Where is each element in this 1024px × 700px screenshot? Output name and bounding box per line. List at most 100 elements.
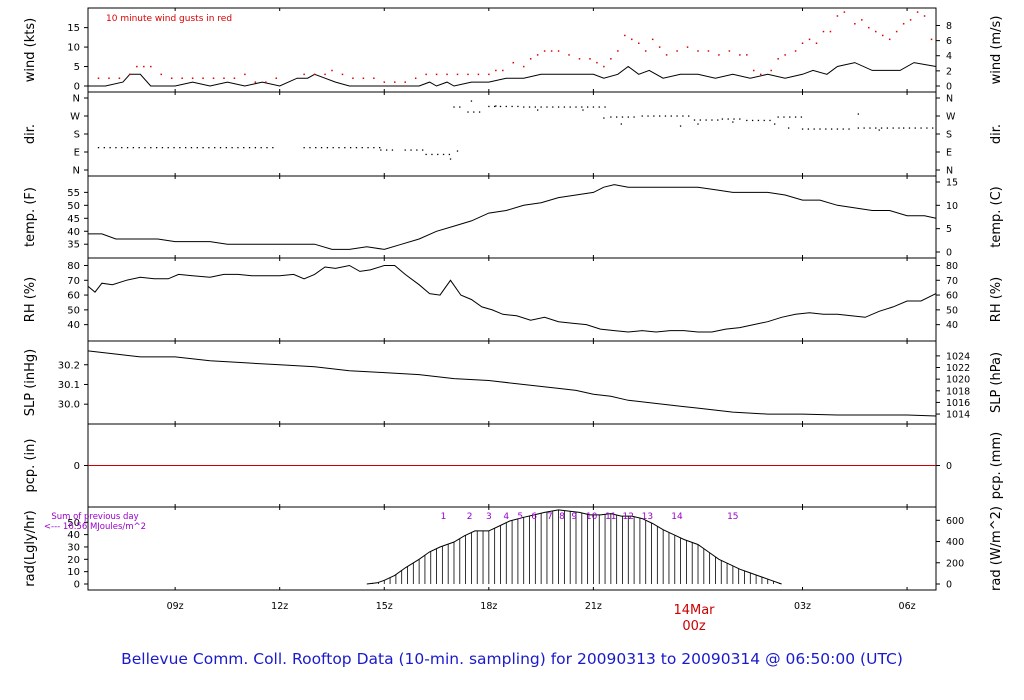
xtick-label: 12z: [271, 601, 288, 612]
wind-gust-point: [244, 73, 246, 76]
wind-gust-point: [923, 15, 926, 17]
wind-gust-point: [930, 38, 933, 41]
dir-point: [836, 128, 839, 130]
ylabel-right-slp: SLP (hPa): [989, 352, 1004, 413]
ylabel-left-rh: RH (%): [23, 277, 38, 322]
dir-point: [309, 147, 311, 149]
wind-gust-point: [676, 50, 678, 52]
dir-point: [404, 149, 406, 151]
wind-gust-point: [909, 19, 912, 21]
dir-point: [422, 149, 424, 151]
wind-gust-point: [916, 11, 919, 13]
wind-gust-point: [686, 46, 689, 48]
ytick-label-right-rad: 400: [946, 537, 964, 548]
dir-point: [693, 119, 696, 121]
panel-frame-temp: [87, 175, 937, 259]
page-title: Bellevue Comm. Coll. Rooftop Data (10-mi…: [121, 650, 903, 668]
ytick-label-right-slp: 1022: [946, 363, 970, 374]
wind-gust-point: [868, 26, 870, 29]
ylabel-left-pcp: pcp. (in): [23, 439, 38, 493]
ytick-label-left-slp: 30.2: [58, 360, 80, 371]
dir-point: [121, 147, 123, 149]
xtick-label: 18z: [480, 601, 497, 612]
dir-point: [878, 129, 880, 131]
wind-gust-point: [97, 77, 100, 80]
dir-point: [842, 128, 844, 130]
dir-point: [260, 147, 262, 149]
ytick-label-left-slp: 30.1: [58, 380, 80, 391]
dir-point: [373, 147, 375, 149]
ytick-label-left-dir: S: [74, 130, 80, 141]
wind-gust-point: [854, 23, 856, 25]
wind-gust-point: [143, 65, 145, 68]
dir-point: [563, 106, 566, 108]
dir-point: [763, 119, 765, 122]
wind-gust-point: [522, 65, 525, 68]
dir-point: [627, 116, 629, 118]
dir-point: [144, 147, 146, 149]
dir-point: [437, 153, 439, 156]
dir-point: [705, 119, 707, 121]
dir-point: [494, 105, 496, 108]
dir-point: [431, 153, 433, 156]
dir-point: [616, 116, 618, 118]
wind-gust-point: [801, 42, 804, 44]
wind-gust-point: [658, 46, 661, 48]
dir-point: [109, 147, 111, 149]
ytick-label-right-rad: 200: [946, 558, 964, 569]
ytick-label-right-dir: N: [946, 94, 953, 105]
wind-gust-point: [770, 69, 772, 72]
dir-point: [115, 147, 117, 149]
wind-gust-point: [502, 69, 504, 72]
ytick-label-left-temp: 55: [67, 188, 80, 199]
dir-point: [425, 153, 427, 156]
wind-gust-point: [512, 61, 515, 64]
dir-point: [379, 147, 381, 149]
wind-gust-point: [631, 38, 633, 41]
dir-point: [598, 106, 600, 108]
ytick-label-left-rh: 70: [67, 276, 80, 287]
dir-point: [150, 147, 152, 149]
wind-gust-point: [150, 65, 152, 68]
wind-gust-point: [341, 73, 344, 76]
wind-series-line: [88, 62, 937, 87]
ytick-label-left-wind: 5: [74, 62, 80, 73]
dir-point: [416, 149, 418, 151]
dir-point: [697, 123, 699, 125]
ytick-label-right-rh: 60: [946, 291, 958, 302]
wind-gust-point: [739, 54, 741, 56]
wind-gust-point: [895, 30, 898, 33]
xtick-label: 09z: [167, 601, 184, 612]
dir-point: [470, 100, 473, 102]
wind-gust-point: [829, 30, 832, 33]
dir-point: [825, 128, 827, 130]
wind-gust-point: [836, 15, 839, 17]
dir-point: [467, 111, 469, 113]
ylabel-right-rh: RH (%): [989, 277, 1004, 322]
dir-point: [344, 147, 346, 149]
ytick-label-left-rad: 30: [67, 542, 80, 553]
dir-point: [237, 147, 239, 149]
panel-frame-rad: [87, 506, 937, 591]
wind-gust-point: [651, 38, 654, 41]
dir-point: [659, 115, 661, 117]
wind-gust-point: [254, 81, 257, 83]
rad-hour-mark: 14: [671, 512, 683, 522]
dir-point: [138, 147, 140, 149]
wind-gust-point: [861, 19, 863, 21]
ytick-label-left-pcp: 0: [74, 461, 80, 472]
wind-gust-point: [324, 73, 326, 76]
dir-point: [699, 119, 701, 121]
dir-point: [732, 121, 734, 123]
dir-point: [326, 147, 329, 149]
ylabel-right-dir: dir.: [989, 124, 1004, 144]
date-label-hour: 00z: [682, 619, 706, 634]
dir-point: [97, 147, 100, 149]
ylabel-right-wind: wind (m/s): [989, 16, 1004, 85]
wind-gust-point: [875, 30, 877, 33]
dir-point: [727, 118, 729, 120]
dir-point: [848, 128, 850, 130]
ytick-label-right-dir: N: [946, 166, 953, 177]
ytick-label-right-dir: W: [946, 112, 956, 123]
